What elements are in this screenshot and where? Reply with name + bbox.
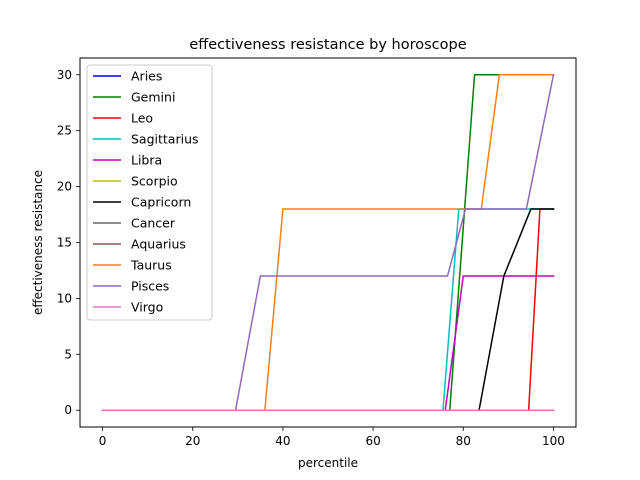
legend-label-sagittarius: Sagittarius [131, 132, 199, 147]
y-tick-label: 10 [57, 291, 72, 305]
legend-label-leo: Leo [131, 111, 153, 126]
x-tick-label: 0 [99, 434, 107, 448]
legend-label-taurus: Taurus [130, 258, 172, 273]
legend-label-gemini: Gemini [131, 90, 175, 105]
legend-box [86, 64, 213, 321]
chart-title: effectiveness resistance by horoscope [189, 37, 466, 53]
x-axis-label: percentile [298, 456, 358, 470]
legend-label-aries: Aries [131, 69, 162, 84]
x-tick-label: 100 [542, 434, 565, 448]
legend-label-libra: Libra [131, 153, 162, 168]
x-tick-label: 20 [185, 434, 200, 448]
y-axis: 0 5 10 15 20 25 30 [57, 68, 80, 417]
legend-label-pisces: Pisces [131, 279, 169, 294]
y-tick-label: 0 [64, 403, 72, 417]
legend: Aries Gemini Leo Sagittarius Libra Scorpio Cap… [86, 64, 213, 321]
x-tick-label: 40 [275, 434, 290, 448]
legend-label-scorpio: Scorpio [131, 174, 178, 189]
y-axis-label: effectiveness resistance [31, 170, 45, 315]
y-tick-label: 15 [57, 236, 72, 250]
y-tick-label: 30 [57, 68, 72, 82]
legend-label-capricorn: Capricorn [131, 195, 191, 210]
x-tick-label: 60 [365, 434, 380, 448]
y-tick-label: 20 [57, 180, 72, 194]
y-tick-label: 25 [57, 124, 72, 138]
series-layer [101, 73, 555, 411]
legend-label-cancer: Cancer [131, 216, 176, 231]
legend-label-aquarius: Aquarius [131, 237, 186, 252]
y-tick-label: 5 [64, 347, 72, 361]
x-axis: 0 20 40 60 80 100 [99, 427, 565, 448]
x-tick-label: 80 [456, 434, 471, 448]
legend-label-virgo: Virgo [131, 300, 163, 315]
